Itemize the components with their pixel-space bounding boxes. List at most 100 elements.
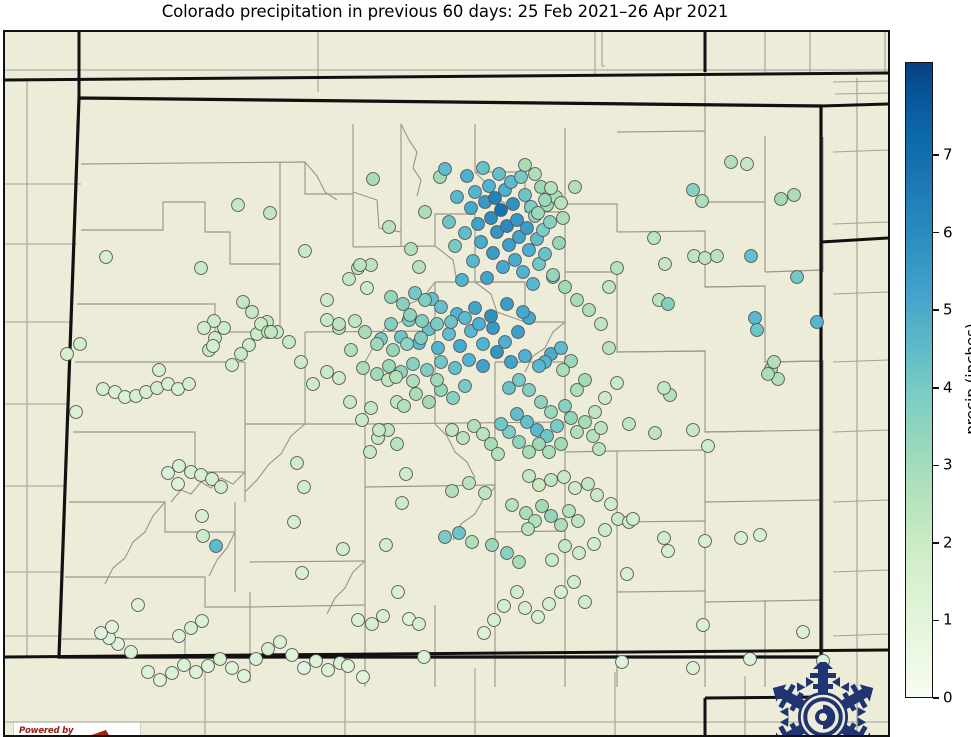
station-marker[interactable] <box>598 391 612 405</box>
station-marker[interactable] <box>497 599 511 613</box>
station-marker[interactable] <box>661 297 675 311</box>
station-marker[interactable] <box>568 481 582 495</box>
station-marker[interactable] <box>177 658 191 672</box>
station-marker[interactable] <box>545 553 559 567</box>
station-marker[interactable] <box>494 203 508 217</box>
station-marker[interactable] <box>290 456 304 470</box>
station-marker[interactable] <box>365 617 379 631</box>
station-marker[interactable] <box>686 661 700 675</box>
station-marker[interactable] <box>698 251 712 265</box>
map-plot-area[interactable]: Powered by ACIS Regional Climate Centers <box>3 30 890 737</box>
station-marker[interactable] <box>486 321 500 335</box>
station-marker[interactable] <box>342 272 356 286</box>
station-marker[interactable] <box>521 522 535 536</box>
station-marker[interactable] <box>460 169 474 183</box>
station-marker[interactable] <box>231 198 245 212</box>
station-marker[interactable] <box>434 355 448 369</box>
station-marker[interactable] <box>743 652 757 666</box>
station-marker[interactable] <box>209 539 223 553</box>
station-marker[interactable] <box>522 445 536 459</box>
station-marker[interactable] <box>482 179 496 193</box>
station-marker[interactable] <box>382 359 396 373</box>
station-marker[interactable] <box>550 419 564 433</box>
station-marker[interactable] <box>558 399 572 413</box>
station-marker[interactable] <box>434 300 448 314</box>
station-marker[interactable] <box>336 542 350 556</box>
station-marker[interactable] <box>530 423 544 437</box>
station-marker[interactable] <box>558 539 572 553</box>
station-marker[interactable] <box>598 523 612 537</box>
station-marker[interactable] <box>796 625 810 639</box>
station-marker[interactable] <box>396 297 410 311</box>
station-marker[interactable] <box>538 193 552 207</box>
station-marker[interactable] <box>297 661 311 675</box>
station-marker[interactable] <box>546 268 560 282</box>
station-marker[interactable] <box>379 538 393 552</box>
station-marker[interactable] <box>353 258 367 272</box>
station-marker[interactable] <box>161 466 175 480</box>
colorbar[interactable] <box>905 62 933 698</box>
station-marker[interactable] <box>538 247 552 261</box>
station-marker[interactable] <box>570 293 584 307</box>
station-marker[interactable] <box>554 585 568 599</box>
station-marker[interactable] <box>195 509 209 523</box>
station-marker[interactable] <box>602 280 616 294</box>
station-marker[interactable] <box>710 249 724 263</box>
station-marker[interactable] <box>543 215 557 229</box>
station-marker[interactable] <box>462 353 476 367</box>
station-marker[interactable] <box>205 472 219 486</box>
station-marker[interactable] <box>588 405 602 419</box>
station-marker[interactable] <box>572 546 586 560</box>
station-marker[interactable] <box>194 261 208 275</box>
station-marker[interactable] <box>389 370 403 384</box>
station-marker[interactable] <box>544 509 558 523</box>
station-marker[interactable] <box>363 445 377 459</box>
station-marker[interactable] <box>297 480 311 494</box>
station-marker[interactable] <box>442 327 456 341</box>
station-marker[interactable] <box>610 376 624 390</box>
station-marker[interactable] <box>306 377 320 391</box>
station-marker[interactable] <box>468 301 482 315</box>
station-marker[interactable] <box>360 281 374 295</box>
station-marker[interactable] <box>522 383 536 397</box>
station-marker[interactable] <box>298 244 312 258</box>
station-marker[interactable] <box>452 526 466 540</box>
station-marker[interactable] <box>382 220 396 234</box>
station-marker[interactable] <box>99 250 113 264</box>
station-marker[interactable] <box>474 235 488 249</box>
station-marker[interactable] <box>153 673 167 687</box>
station-marker[interactable] <box>647 231 661 245</box>
station-marker[interactable] <box>790 270 804 284</box>
station-marker[interactable] <box>558 280 572 294</box>
station-marker[interactable] <box>518 158 532 172</box>
station-marker[interactable] <box>438 162 452 176</box>
station-marker[interactable] <box>332 371 346 385</box>
station-marker[interactable] <box>502 381 516 395</box>
station-marker[interactable] <box>391 585 405 599</box>
station-marker[interactable] <box>626 512 640 526</box>
station-marker[interactable] <box>567 575 581 589</box>
station-marker[interactable] <box>518 349 532 363</box>
station-marker[interactable] <box>217 321 231 335</box>
station-marker[interactable] <box>403 308 417 322</box>
station-marker[interactable] <box>492 167 506 181</box>
station-marker[interactable] <box>496 260 510 274</box>
station-marker[interactable] <box>695 194 709 208</box>
station-marker[interactable] <box>657 381 671 395</box>
station-marker[interactable] <box>264 325 278 339</box>
station-marker[interactable] <box>445 423 459 437</box>
station-marker[interactable] <box>172 629 186 643</box>
station-marker[interactable] <box>261 642 275 656</box>
station-marker[interactable] <box>320 313 334 327</box>
station-marker[interactable] <box>458 379 472 393</box>
station-marker[interactable] <box>404 242 418 256</box>
station-marker[interactable] <box>740 157 754 171</box>
station-marker[interactable] <box>356 670 370 684</box>
station-marker[interactable] <box>604 497 618 511</box>
station-marker[interactable] <box>468 185 482 199</box>
station-marker[interactable] <box>453 339 467 353</box>
station-marker[interactable] <box>622 417 636 431</box>
station-marker[interactable] <box>96 382 110 396</box>
station-marker[interactable] <box>165 666 179 680</box>
station-marker[interactable] <box>213 652 227 666</box>
